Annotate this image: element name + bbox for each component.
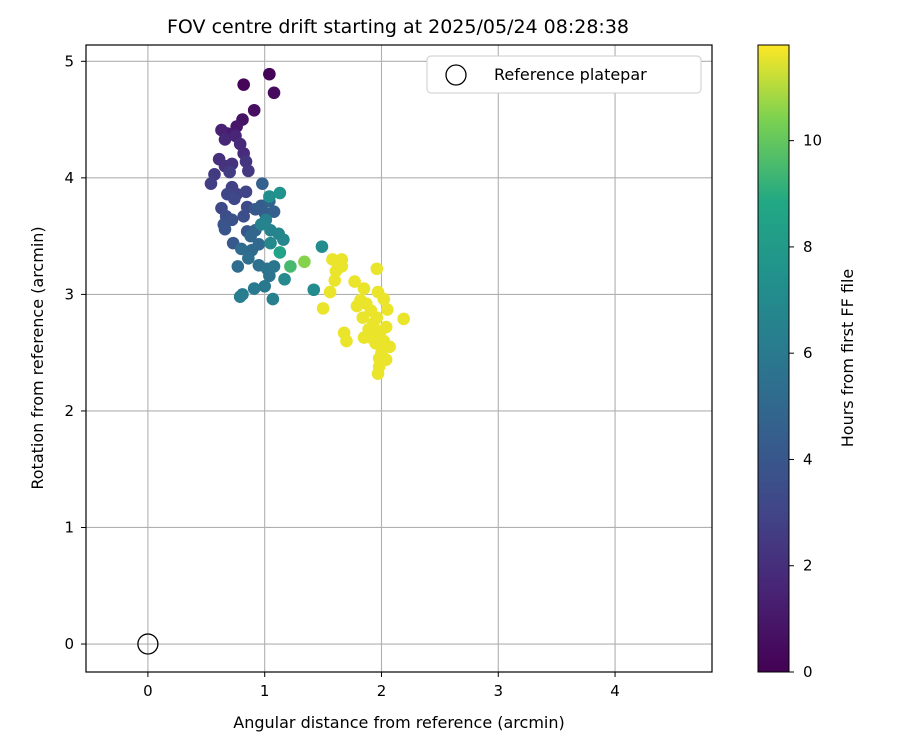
- reference-marker-layer: [137, 633, 159, 655]
- y-tick-label: 2: [64, 402, 74, 420]
- colorbar-label: Hours from first FF file: [838, 269, 857, 448]
- data-point: [267, 260, 281, 273]
- y-tick-label: 4: [64, 169, 74, 187]
- data-point: [247, 282, 261, 295]
- y-axis-label: Rotation from reference (arcmin): [28, 226, 47, 489]
- legend-marker: [445, 64, 467, 86]
- data-point: [254, 218, 268, 231]
- y-tick-label: 3: [64, 285, 74, 303]
- y-tick-label: 5: [64, 52, 74, 70]
- data-point: [326, 253, 339, 266]
- data-point: [277, 233, 290, 246]
- data-point: [237, 78, 250, 91]
- data-point: [273, 186, 287, 200]
- data-point: [377, 292, 391, 306]
- chart-title: FOV centre drift starting at 2025/05/24 …: [167, 16, 629, 38]
- data-point: [273, 246, 287, 259]
- data-point: [230, 120, 243, 133]
- grid-lines: [86, 45, 712, 672]
- data-point: [258, 279, 271, 293]
- x-tick-label: 2: [377, 682, 387, 700]
- data-point: [267, 86, 281, 100]
- data-point: [323, 285, 337, 299]
- colorbar-tick-label: 4: [803, 450, 813, 468]
- data-point: [239, 185, 253, 199]
- data-point: [316, 302, 330, 315]
- colorbar-gradient: [757, 44, 790, 673]
- data-point: [278, 272, 291, 286]
- data-point: [223, 165, 236, 179]
- data-point: [356, 311, 370, 325]
- y-tick-label: 1: [64, 518, 74, 536]
- data-point: [350, 299, 364, 313]
- data-point: [247, 103, 261, 117]
- data-point: [263, 269, 276, 283]
- data-point: [218, 222, 232, 236]
- y-tick-label: 0: [64, 635, 74, 653]
- data-point: [364, 331, 378, 344]
- data-point: [357, 282, 371, 295]
- data-point: [284, 260, 297, 273]
- data-point: [204, 177, 218, 190]
- data-point: [397, 312, 410, 326]
- x-tick-label: 3: [493, 682, 503, 700]
- data-point: [244, 229, 257, 243]
- data-point: [298, 255, 311, 269]
- data-point: [218, 133, 232, 146]
- legend-label: Reference platepar: [494, 65, 647, 84]
- x-tick-label: 4: [610, 682, 620, 700]
- x-tick-label: 1: [260, 682, 270, 700]
- legend-box: [426, 55, 702, 94]
- colorbar-tick-label: 8: [803, 238, 813, 256]
- data-point: [267, 205, 281, 218]
- data-point: [263, 190, 276, 203]
- data-point: [315, 240, 329, 253]
- colorbar-tick-label: 10: [803, 132, 822, 150]
- data-point: [237, 210, 250, 223]
- reference-point: [137, 633, 159, 655]
- data-point: [242, 164, 255, 178]
- data-point: [263, 67, 276, 81]
- x-tick-label: 0: [143, 682, 153, 700]
- colorbar: 0 2 4 6 8 10 Hours from first FF file: [757, 44, 857, 681]
- data-point: [266, 292, 280, 306]
- data-point: [264, 236, 277, 250]
- data-point: [340, 334, 353, 348]
- data-point: [242, 251, 255, 265]
- plot-frame: [85, 44, 713, 673]
- data-point: [256, 177, 269, 190]
- data-point: [231, 260, 245, 273]
- data-point: [235, 242, 248, 256]
- data-point: [367, 317, 380, 330]
- data-point: [370, 262, 384, 276]
- colorbar-tick-label: 2: [803, 557, 813, 575]
- data-point: [348, 275, 361, 288]
- legend: Reference platepar: [426, 55, 702, 94]
- data-point: [371, 367, 385, 380]
- data-point: [335, 260, 349, 273]
- scatter-points: [204, 67, 410, 380]
- data-point: [328, 274, 342, 287]
- colorbar-tick-label: 0: [803, 663, 813, 681]
- data-point: [381, 303, 394, 316]
- data-point: [307, 283, 321, 297]
- y-axis-ticks: 0 1 2 3 4 5: [64, 52, 86, 653]
- colorbar-tick-label: 6: [803, 344, 813, 362]
- colorbar-ticks: 0 2 4 6 8 10: [789, 132, 822, 681]
- x-axis-ticks: 0 1 2 3 4: [143, 672, 620, 700]
- data-point: [233, 290, 247, 304]
- x-axis-label: Angular distance from reference (arcmin): [233, 713, 564, 732]
- data-point: [228, 192, 241, 206]
